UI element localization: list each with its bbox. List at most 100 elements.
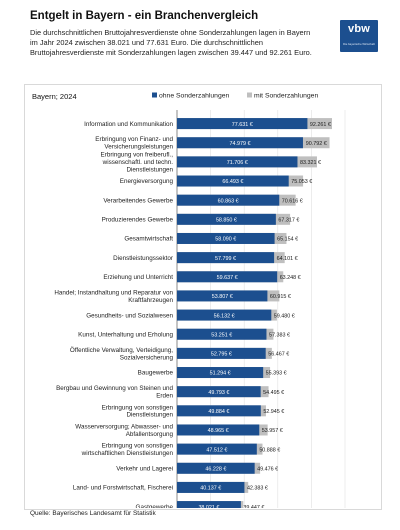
category-label: Handel; Instandhaltung und Reparatur von… [54,289,173,303]
category-label-line: Baugewerbe [138,370,174,377]
bar-ohne [177,424,260,436]
category-label: Wasserversorgung; Abwasser- und Abfallent… [75,423,173,437]
bar-ohne [177,309,272,321]
category-label-line: Öffentliche Verwaltung, Verteidigung, [70,346,173,354]
data-label-ohne: 60.863 € [218,198,239,204]
data-label-mit: 50.888 € [259,447,280,453]
data-label-ohne: 59.637 € [217,275,238,281]
chart-title: Bayern; 2024 [32,92,77,101]
category-label: Dienstleistungssektor [113,255,173,262]
data-label-mit: 59.480 € [274,313,295,319]
bar-ohne [177,367,264,379]
bar-ohne [177,213,276,225]
data-label-ohne: 56.132 € [214,313,235,319]
vbw-logo: vbw Die bayerische Wirtschaft [340,20,378,52]
category-label-line: Verkehr und Lagerei [116,465,173,472]
category-label-line: Erbringung von sonstigen [102,404,174,411]
data-label-mit: 75.053 € [291,179,312,185]
data-label-mit: 63.248 € [280,275,301,281]
category-label: Gesundheits- und Sozialwesen [86,312,173,319]
bar-ohne [177,481,245,493]
category-label: Kunst, Unterhaltung und Erholung [78,331,173,338]
category-label-line: Land- und Forstwirtschaft, Fischerei [73,485,173,492]
category-label-line: Wasserversorgung; Abwasser- und [75,423,173,430]
data-label-mit: 49.476 € [257,466,278,472]
category-label-line: Bergbau und Gewinnung von Steinen und [56,385,173,392]
bar-chart: Bayern; 2024 ohne Sonderzahlungen mit Sond… [32,92,346,508]
category-label: Erbringung von sonstigen Dienstleistungen [102,404,174,418]
category-label: Erbringung von Finanz- und Versicherungsl… [95,136,173,150]
data-label-mit: 42.383 € [247,486,268,492]
category-label-line: Gesundheits- und Sozialwesen [86,312,173,319]
data-label-ohne: 74.979 € [229,141,250,147]
data-label-mit: 57.383 € [269,332,290,338]
category-label-line: Erbringung von freiberufl., [101,152,174,159]
data-label-ohne: 49.884 € [208,409,229,415]
data-label-mit: 52.945 € [263,409,284,415]
bar-ohne [177,501,241,508]
category-label-line: Information und Kommunikation [84,121,173,128]
data-label-mit: 83.321 € [300,160,321,166]
category-label-line: Abfallentsorgung [126,431,174,438]
bar-ohne [177,386,261,398]
category-label: Land- und Forstwirtschaft, Fischerei [73,485,173,492]
data-label-mit: 56.467 € [268,352,289,358]
data-label-ohne: 53.251 € [211,332,232,338]
bar-ohne [177,328,267,340]
category-label-line: Erbringung von sonstigen [102,443,174,450]
category-label: Bergbau und Gewinnung von Steinen und Erd… [56,385,173,399]
category-label-line: wirtschaftlichen Dienstleistungen [81,450,174,457]
data-label-ohne: 38.021 € [198,505,219,508]
data-label-ohne: 40.137 € [200,486,221,492]
logo-subtext: Die bayerische Wirtschaft [343,42,375,46]
data-label-ohne: 58.850 € [216,218,237,224]
bar-ohne [177,252,275,264]
bar-ohne [177,290,268,302]
category-label: Produzierendes Gewerbe [102,217,174,224]
category-label: Öffentliche Verwaltung, Verteidigung, Soz… [70,346,174,361]
category-label: Erbringung von freiberufl., wissenschaftl… [101,152,174,174]
category-label-line: wissenschaftl. und techn. [102,159,174,166]
category-label: Erziehung und Unterricht [103,274,173,281]
bar-ohne [177,156,298,168]
legend-mit-swatch [247,92,252,98]
category-label-line: Dienstleistungen [126,412,173,419]
category-label: Energieversorgung [120,178,174,185]
category-label: Gesamtwirtschaft [124,236,173,243]
data-label-ohne: 51.294 € [210,371,231,377]
data-label-mit: 55.393 € [266,371,287,377]
bar-ohne [177,175,289,187]
data-label-mit: 70.616 € [282,198,303,204]
bar-ohne [177,232,275,244]
data-label-mit: 90.792 € [306,141,327,147]
category-label-line: Kraftfahrzeugen [128,297,173,304]
data-label-mit: 54.495 € [263,390,284,396]
legend-ohne-swatch [152,92,157,98]
bar-ohne [177,443,257,455]
data-label-ohne: 66.493 € [222,179,243,185]
data-label-mit: 92.261 € [310,122,331,128]
category-label-line: Erbringung von Finanz- und [95,136,173,143]
bar-ohne [177,462,255,474]
category-label: Gastgewerbe [136,504,174,508]
category-label: Erbringung von sonstigen wirtschaftlichen… [81,443,174,457]
data-label-ohne: 71.706 € [227,160,248,166]
data-label-ohne: 58.090 € [215,237,236,243]
bar-ohne [177,271,278,283]
bar-ohne [177,194,280,206]
data-label-ohne: 47.512 € [206,447,227,453]
category-label: Information und Kommunikation [84,121,173,128]
category-label-line: Versicherungsleistungen [104,144,173,151]
data-label-ohne: 48.965 € [208,428,229,434]
data-label-mit: 53.957 € [262,428,283,434]
category-label-line: Gesamtwirtschaft [124,236,173,243]
category-label-line: Erziehung und Unterricht [103,274,173,281]
bar-ohne [177,137,303,149]
legend-ohne-label: ohne Sonderzahlungen [159,93,230,100]
data-label-ohne: 46.228 € [205,466,226,472]
bar-ohne [177,405,261,417]
category-label-line: Sozialversicherung [120,354,174,361]
page-title: Entgelt in Bayern - ein Branchenvergleic… [30,10,259,22]
logo-text: vbw [348,23,370,35]
category-label-line: Dienstleistungssektor [113,255,173,262]
